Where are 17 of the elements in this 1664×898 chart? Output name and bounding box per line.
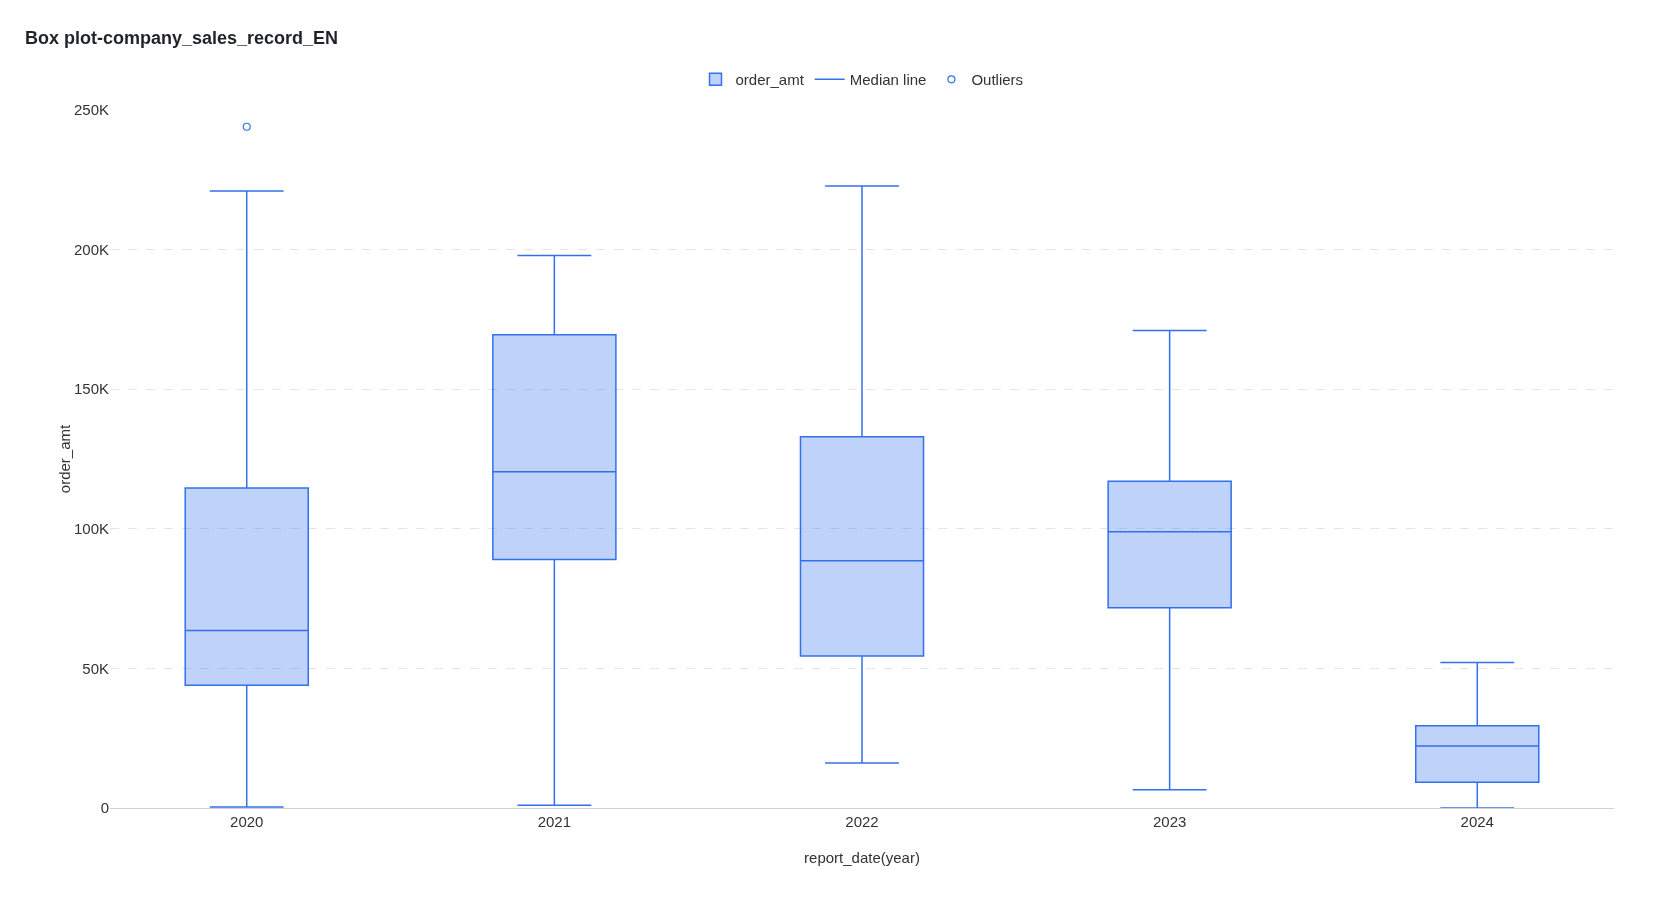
legend-label: order_amt [735,71,805,89]
legend-label: Median line [849,71,927,89]
legend-label: Outliers [971,71,1024,89]
x-tick-label: 2022 [845,813,879,830]
y-tick-label: 0 [100,799,109,817]
y-axis-title: order_amt [56,423,73,494]
y-tick-label: 200K [73,240,109,258]
x-tick-label: 2023 [1152,813,1187,830]
x-axis-title: report_date(year) [804,849,920,866]
y-tick-label: 250K [73,101,109,119]
x-tick-label: 2024 [1460,813,1494,830]
y-tick-label: 50K [82,659,109,677]
y-tick-label: 100K [73,520,109,538]
y-tick-label: 150K [73,380,109,398]
x-tick-label: 2021 [537,813,572,830]
x-tick-label: 2020 [230,813,264,830]
chart-title: Box plot-company_sales_record_EN [24,28,339,49]
